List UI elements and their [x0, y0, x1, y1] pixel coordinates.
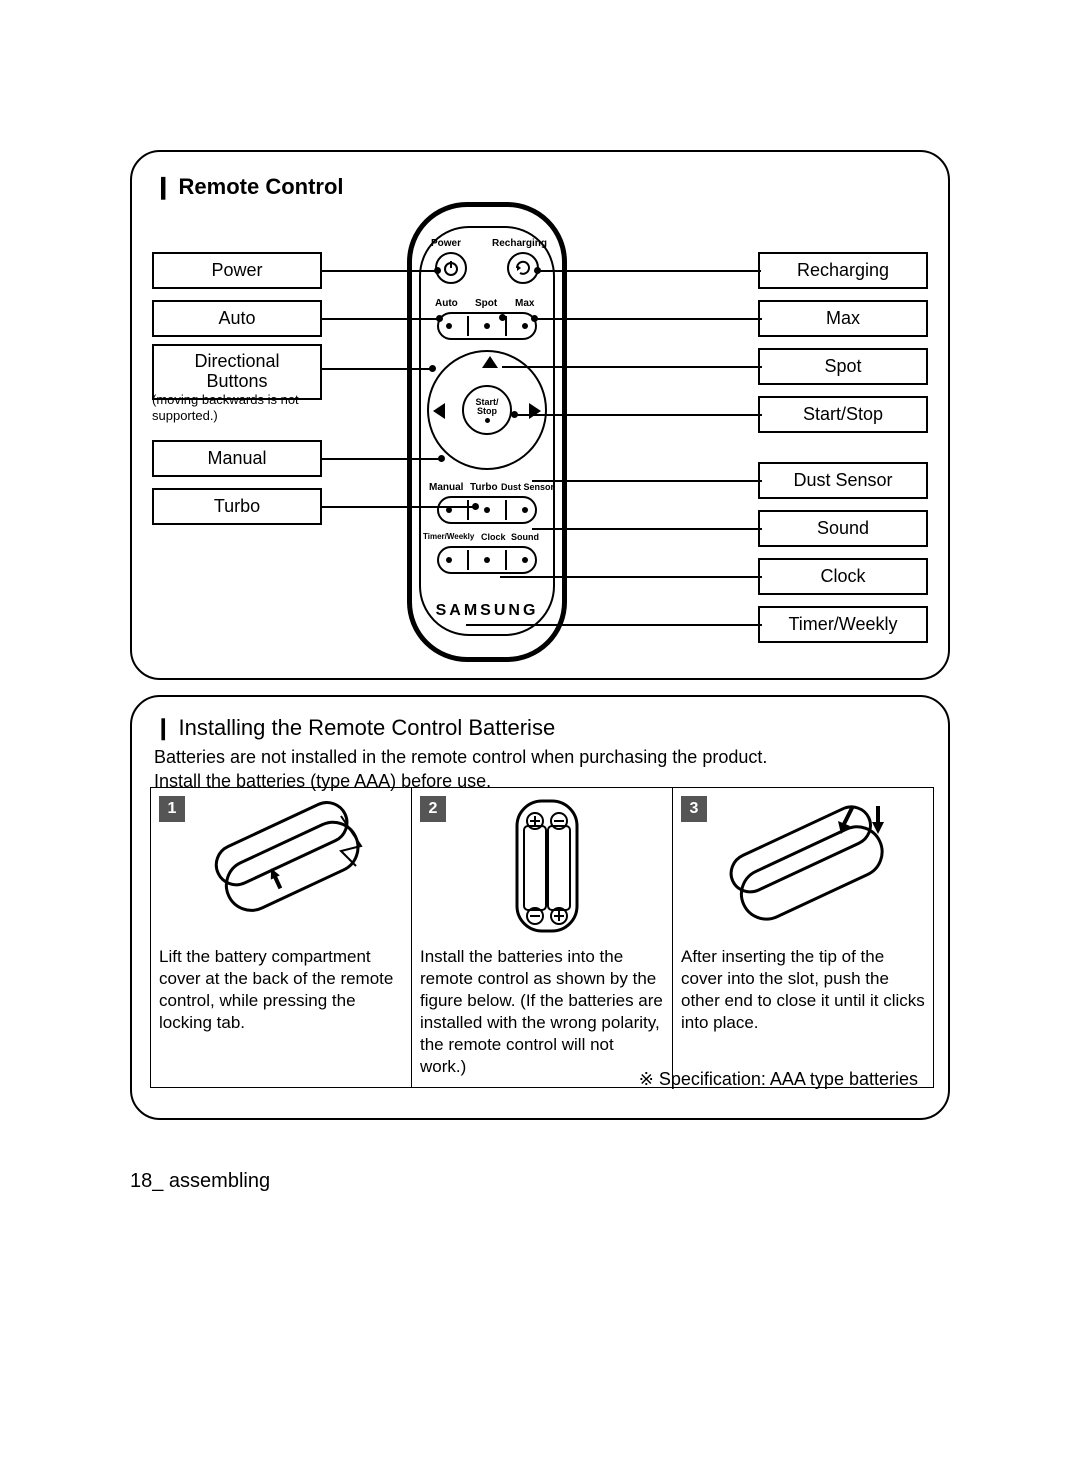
callout-timerweekly: Timer/Weekly	[758, 606, 928, 643]
callout-turbo: Turbo	[152, 488, 322, 525]
battery-install-panel: ❙ Installing the Remote Control Batteris…	[130, 695, 950, 1120]
callout-power: Power	[152, 252, 322, 289]
callout-dustsensor: Dust Sensor	[758, 462, 928, 499]
arrow-left-icon	[433, 403, 445, 419]
remote-label-recharging: Recharging	[492, 238, 547, 249]
arrow-up-icon	[482, 356, 498, 368]
remote-mode-bar-1	[437, 312, 537, 340]
remote-label-power: Power	[431, 238, 461, 249]
spec-note: ※ Speciﬁcation: AAA type batteries	[639, 1069, 918, 1090]
callout-auto: Auto	[152, 300, 322, 337]
step-2: 2	[412, 787, 673, 1088]
remote-btn-startstop: Start/ Stop	[462, 385, 512, 435]
callout-sound: Sound	[758, 510, 928, 547]
callout-startstop: Start/Stop	[758, 396, 928, 433]
step-1: 1 Lift the battery compartment cover at …	[150, 787, 412, 1088]
remote-label-sound: Sound	[511, 532, 539, 542]
remote-label-timerweekly: Timer/Weekly	[423, 532, 474, 541]
page-footer: 18_ assembling	[130, 1170, 270, 1182]
remote-label-startstop: Start/ Stop	[475, 398, 498, 416]
step-2-text: Install the batteries into the remote co…	[420, 946, 664, 1079]
remote-mode-bar-3	[437, 546, 537, 574]
arrow-right-icon	[529, 403, 541, 419]
callout-recharging: Recharging	[758, 252, 928, 289]
step-3: 3 After inserting the tip of the cover i…	[673, 787, 934, 1088]
remote-control-panel: ❙ Remote Control Power Auto Directional …	[130, 150, 950, 680]
callout-clock: Clock	[758, 558, 928, 595]
remote-label-manual: Manual	[429, 482, 463, 493]
steps-row: 1 Lift the battery compartment cover at …	[150, 787, 934, 1088]
remote-label-dustsensor: Dust Sensor	[501, 482, 554, 492]
step-1-text: Lift the battery compartment cover at th…	[159, 946, 403, 1034]
remote-label-spot: Spot	[475, 298, 497, 309]
remote-mode-bar-2	[437, 496, 537, 524]
remote-label-auto: Auto	[435, 298, 458, 309]
step-2-image	[420, 796, 664, 936]
remote-dpad: Start/ Stop	[427, 350, 547, 470]
callout-directional-note: (moving backwards is not supported.)	[152, 392, 342, 423]
step-3-image	[681, 796, 925, 936]
callout-manual: Manual	[152, 440, 322, 477]
step-1-image	[159, 796, 403, 936]
remote-label-clock: Clock	[481, 532, 506, 542]
remote-brand: SAMSUNG	[407, 602, 567, 620]
remote-control-title: ❙ Remote Control	[154, 174, 344, 200]
callout-max: Max	[758, 300, 928, 337]
remote-label-turbo: Turbo	[470, 482, 498, 493]
remote-label-max: Max	[515, 298, 534, 309]
step-3-text: After inserting the tip of the cover int…	[681, 946, 925, 1034]
callout-spot: Spot	[758, 348, 928, 385]
battery-install-title: ❙ Installing the Remote Control Batteris…	[154, 715, 555, 741]
